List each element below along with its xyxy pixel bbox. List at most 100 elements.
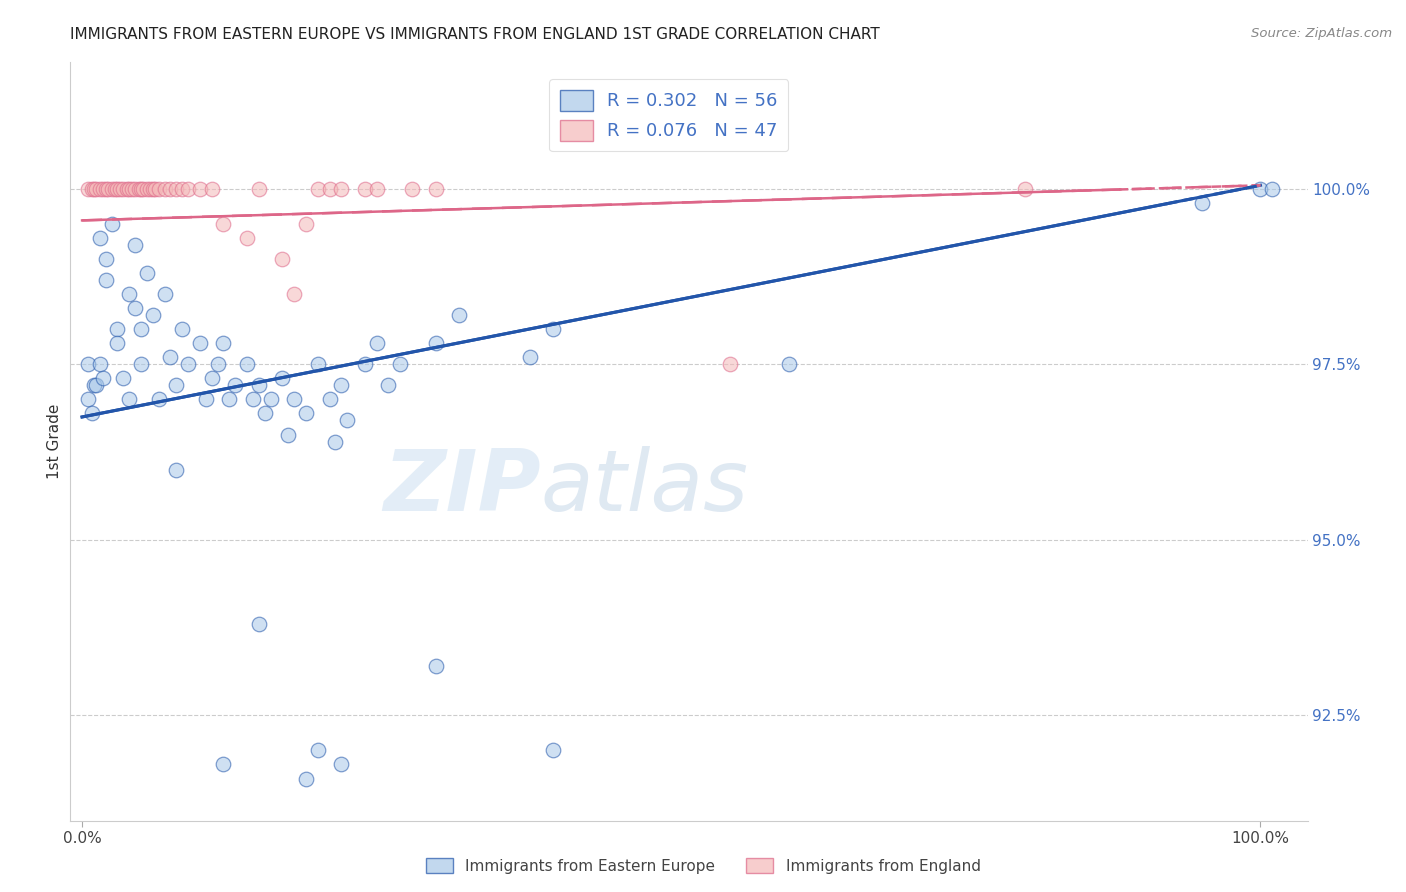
Point: [425, 182, 447, 196]
Point: [236, 357, 259, 371]
Point: [121, 182, 143, 196]
Point: [1191, 195, 1213, 210]
Point: [188, 182, 211, 196]
Legend: Immigrants from Eastern Europe, Immigrants from England: Immigrants from Eastern Europe, Immigran…: [419, 852, 987, 880]
Point: [83, 378, 105, 392]
Point: [201, 182, 224, 196]
Point: [207, 357, 229, 371]
Point: [543, 743, 565, 757]
Point: [77, 182, 100, 196]
Point: [224, 378, 246, 392]
Point: [177, 357, 200, 371]
Point: [89, 182, 111, 196]
Point: [91, 371, 114, 385]
Point: [139, 182, 162, 196]
Point: [1249, 182, 1271, 196]
Point: [236, 231, 259, 245]
Point: [1014, 182, 1036, 196]
Point: [132, 182, 155, 196]
Point: [142, 182, 165, 196]
Point: [325, 434, 347, 449]
Point: [188, 336, 211, 351]
Point: [84, 378, 107, 392]
Point: [543, 322, 565, 336]
Point: [218, 392, 240, 407]
Point: [307, 743, 329, 757]
Point: [295, 772, 318, 786]
Point: [89, 357, 111, 371]
Point: [153, 182, 176, 196]
Point: [283, 287, 305, 301]
Text: Source: ZipAtlas.com: Source: ZipAtlas.com: [1251, 27, 1392, 40]
Point: [172, 182, 194, 196]
Point: [277, 427, 299, 442]
Point: [165, 462, 187, 476]
Point: [107, 322, 129, 336]
Point: [112, 182, 135, 196]
Point: [159, 182, 181, 196]
Point: [165, 182, 187, 196]
Point: [77, 392, 100, 407]
Point: [143, 182, 166, 196]
Point: [115, 182, 138, 196]
Point: [194, 392, 217, 407]
Point: [129, 322, 152, 336]
Point: [159, 351, 181, 365]
Point: [80, 407, 103, 421]
Point: [177, 182, 200, 196]
Point: [94, 252, 117, 266]
Point: [80, 182, 103, 196]
Point: [107, 336, 129, 351]
Point: [100, 182, 122, 196]
Point: [295, 217, 318, 231]
Point: [295, 407, 318, 421]
Point: [366, 182, 388, 196]
Y-axis label: 1st Grade: 1st Grade: [46, 404, 62, 479]
Point: [129, 182, 152, 196]
Point: [97, 182, 120, 196]
Text: ZIP: ZIP: [382, 445, 540, 529]
Point: [124, 238, 146, 252]
Point: [128, 182, 150, 196]
Point: [165, 378, 187, 392]
Point: [148, 392, 170, 407]
Point: [307, 182, 329, 196]
Point: [519, 351, 541, 365]
Legend: R = 0.302   N = 56, R = 0.076   N = 47: R = 0.302 N = 56, R = 0.076 N = 47: [550, 79, 789, 152]
Point: [242, 392, 264, 407]
Point: [153, 287, 176, 301]
Point: [718, 357, 741, 371]
Point: [330, 378, 353, 392]
Point: [94, 182, 117, 196]
Point: [124, 301, 146, 315]
Point: [135, 266, 157, 280]
Point: [118, 182, 141, 196]
Point: [425, 659, 447, 673]
Point: [91, 182, 114, 196]
Point: [354, 182, 377, 196]
Point: [330, 182, 353, 196]
Point: [84, 182, 107, 196]
Point: [83, 182, 105, 196]
Point: [108, 182, 131, 196]
Point: [253, 407, 276, 421]
Point: [135, 182, 157, 196]
Point: [212, 217, 235, 231]
Point: [283, 392, 305, 407]
Point: [247, 378, 270, 392]
Text: IMMIGRANTS FROM EASTERN EUROPE VS IMMIGRANTS FROM ENGLAND 1ST GRADE CORRELATION : IMMIGRANTS FROM EASTERN EUROPE VS IMMIGR…: [70, 27, 880, 42]
Point: [112, 371, 135, 385]
Point: [118, 392, 141, 407]
Point: [449, 308, 471, 322]
Point: [124, 182, 146, 196]
Point: [247, 617, 270, 632]
Point: [330, 757, 353, 772]
Point: [1261, 182, 1284, 196]
Point: [172, 322, 194, 336]
Text: atlas: atlas: [540, 445, 748, 529]
Point: [366, 336, 388, 351]
Point: [271, 371, 294, 385]
Point: [107, 182, 129, 196]
Point: [336, 413, 359, 427]
Point: [354, 357, 377, 371]
